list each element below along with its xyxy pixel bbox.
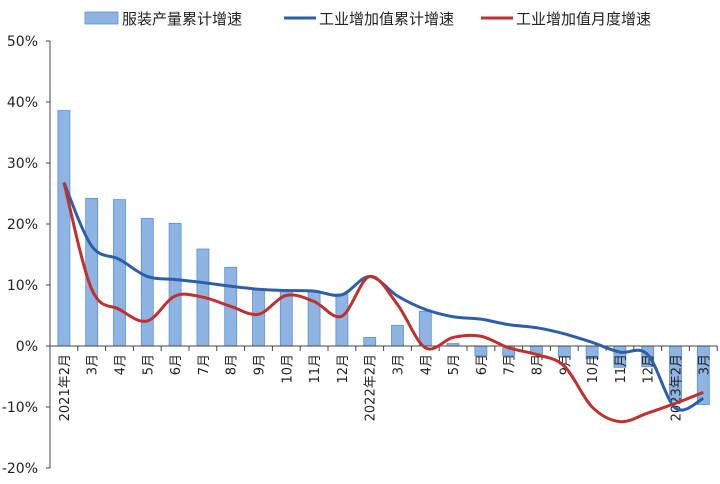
x-tick-label: 5月 [141,354,156,375]
x-tick-label: 2021年2月 [58,354,73,421]
line-monthly-growth [62,182,704,424]
x-tick-label: 8月 [531,354,546,375]
x-tick-label: 7月 [503,354,518,375]
x-tick-label: 9月 [558,354,573,375]
legend-swatch-bar [84,11,119,25]
x-axis: 2021年2月 3月 4月 5月 6月 7月 8月 9月 10月 11月 12月 2022年2月 3月 4… [50,345,718,421]
bar [391,324,404,347]
x-tick-label: 10月 [280,354,295,384]
y-tick-label: 10% [7,278,38,294]
x-tick-label: 6月 [475,354,490,375]
bar [57,110,71,347]
y-tick-label: -20% [2,461,38,477]
x-tick-label: 3月 [697,354,712,375]
bar [252,288,265,347]
legend: 服装产量累计增速 工业增加值累计增速 工业增加值月度增速 [84,10,651,28]
line-cumulative-growth [62,181,705,412]
x-tick-label: 11月 [614,354,629,384]
legend-label-monthly: 工业增加值月度增速 [516,10,651,28]
x-tick-label: 5月 [447,354,462,375]
bar [168,222,182,347]
legend-label-bar: 服装产量累计增速 [122,10,242,28]
bar [363,337,377,347]
x-tick-label: 3月 [86,354,101,375]
y-tick-label: 50% [7,34,38,50]
x-tick-label: 10月 [586,354,601,384]
bar [85,197,99,347]
y-tick-label: 40% [7,95,38,111]
x-tick-label: 3月 [392,354,407,375]
x-tick-label: 2022年2月 [364,354,379,421]
legend-label-cumulative: 工业增加值累计增速 [319,10,454,28]
x-tick-label: 8月 [225,354,240,375]
x-tick-label: 7月 [197,354,212,375]
y-axis: -20% -10% 0% 10% 20% 30% 40% 50% [2,34,51,477]
bar [418,310,432,347]
x-tick-label: 9月 [253,354,268,375]
bar [335,293,349,347]
x-tick-label: 11月 [308,354,323,384]
y-tick-label: 20% [7,217,38,233]
x-tick-label: 4月 [114,354,129,375]
y-tick-label: 30% [7,156,38,172]
x-tick-label: 4月 [419,354,434,375]
y-tick-label: -10% [2,400,38,416]
bar [113,199,126,347]
x-tick-label: 6月 [169,354,184,375]
y-tick-label: 0% [16,339,38,355]
line-series [62,181,705,424]
x-tick-label: 12月 [336,354,351,384]
bar [140,218,154,347]
